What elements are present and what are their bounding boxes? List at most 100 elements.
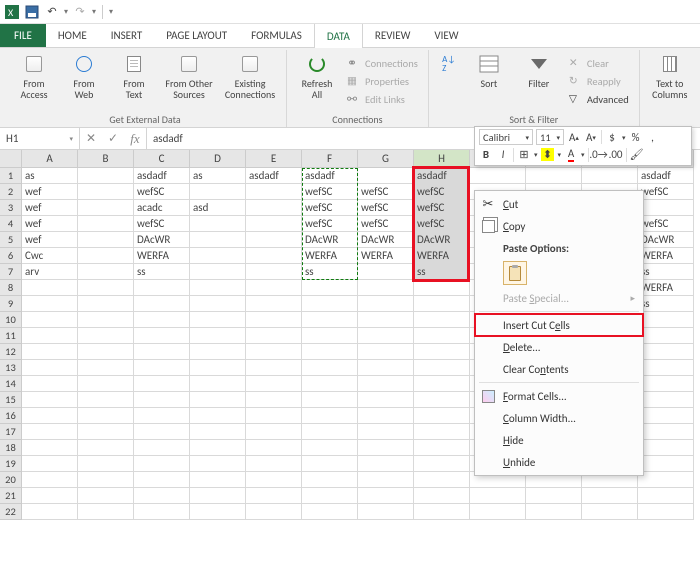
cell-C20[interactable]	[134, 472, 190, 488]
row-header-16[interactable]: 16	[0, 408, 22, 424]
cell-C10[interactable]	[134, 312, 190, 328]
cell-H1[interactable]: asdadf	[414, 168, 470, 184]
cell-D16[interactable]	[190, 408, 246, 424]
cell-L1[interactable]: asdadf	[638, 168, 694, 184]
cell-D8[interactable]	[190, 280, 246, 296]
cell-B12[interactable]	[78, 344, 134, 360]
cell-E3[interactable]	[246, 200, 302, 216]
col-header-G[interactable]: G	[358, 150, 414, 168]
cell-I21[interactable]	[470, 488, 526, 504]
cell-L15[interactable]	[638, 392, 694, 408]
cell-F20[interactable]	[302, 472, 358, 488]
cell-F18[interactable]	[302, 440, 358, 456]
cell-G16[interactable]	[358, 408, 414, 424]
cell-A7[interactable]: arv	[22, 264, 78, 280]
row-header-15[interactable]: 15	[0, 392, 22, 408]
cell-H15[interactable]	[414, 392, 470, 408]
undo-dropdown[interactable]: ▾	[64, 7, 68, 17]
cell-C11[interactable]	[134, 328, 190, 344]
cell-F7[interactable]: ss	[302, 264, 358, 280]
cell-G2[interactable]: wefSC	[358, 184, 414, 200]
sort-az-button[interactable]: A↓Z	[435, 50, 463, 76]
cell-G9[interactable]	[358, 296, 414, 312]
tab-page-layout[interactable]: PAGE LAYOUT	[154, 24, 239, 47]
cell-L16[interactable]	[638, 408, 694, 424]
cell-G8[interactable]	[358, 280, 414, 296]
cell-E6[interactable]	[246, 248, 302, 264]
cell-G11[interactable]	[358, 328, 414, 344]
cell-E10[interactable]	[246, 312, 302, 328]
cell-D9[interactable]	[190, 296, 246, 312]
cell-L10[interactable]	[638, 312, 694, 328]
cell-H20[interactable]	[414, 472, 470, 488]
cell-B22[interactable]	[78, 504, 134, 520]
cell-H11[interactable]	[414, 328, 470, 344]
cell-L13[interactable]	[638, 360, 694, 376]
cell-F5[interactable]: DAcWR	[302, 232, 358, 248]
cell-E22[interactable]	[246, 504, 302, 520]
cell-F4[interactable]: wefSC	[302, 216, 358, 232]
cell-H8[interactable]	[414, 280, 470, 296]
cell-H17[interactable]	[414, 424, 470, 440]
tab-data[interactable]: DATA	[314, 24, 363, 48]
paste-option-default[interactable]	[503, 261, 527, 285]
cell-C19[interactable]	[134, 456, 190, 472]
cell-A11[interactable]	[22, 328, 78, 344]
row-header-17[interactable]: 17	[0, 424, 22, 440]
decrease-font-icon[interactable]: A▾	[584, 130, 598, 144]
row-header-8[interactable]: 8	[0, 280, 22, 296]
row-header-10[interactable]: 10	[0, 312, 22, 328]
cell-F17[interactable]	[302, 424, 358, 440]
cell-B2[interactable]	[78, 184, 134, 200]
cell-E11[interactable]	[246, 328, 302, 344]
tab-home[interactable]: HOME	[46, 24, 99, 47]
cell-L8[interactable]: WERFA	[638, 280, 694, 296]
cell-A21[interactable]	[22, 488, 78, 504]
cell-C6[interactable]: WERFA	[134, 248, 190, 264]
cell-G3[interactable]: wefSC	[358, 200, 414, 216]
cell-E1[interactable]: asdadf	[246, 168, 302, 184]
cell-L7[interactable]: ss	[638, 264, 694, 280]
refresh-all-button[interactable]: RefreshAll	[293, 50, 341, 100]
cell-C14[interactable]	[134, 376, 190, 392]
cell-F15[interactable]	[302, 392, 358, 408]
col-header-H[interactable]: H	[414, 150, 470, 168]
row-header-13[interactable]: 13	[0, 360, 22, 376]
cell-H16[interactable]	[414, 408, 470, 424]
row-header-14[interactable]: 14	[0, 376, 22, 392]
cell-F2[interactable]: wefSC	[302, 184, 358, 200]
cell-B7[interactable]	[78, 264, 134, 280]
cell-F3[interactable]: wefSC	[302, 200, 358, 216]
cell-D1[interactable]: as	[190, 168, 246, 184]
percent-format-button[interactable]: %	[629, 130, 643, 144]
cell-A12[interactable]	[22, 344, 78, 360]
row-header-12[interactable]: 12	[0, 344, 22, 360]
row-header-2[interactable]: 2	[0, 184, 22, 200]
sort-button[interactable]: Sort	[465, 50, 513, 89]
row-header-9[interactable]: 9	[0, 296, 22, 312]
cell-C13[interactable]	[134, 360, 190, 376]
cell-K1[interactable]	[582, 168, 638, 184]
cell-E16[interactable]	[246, 408, 302, 424]
row-header-1[interactable]: 1	[0, 168, 22, 184]
cell-G19[interactable]	[358, 456, 414, 472]
cell-L22[interactable]	[638, 504, 694, 520]
cell-G20[interactable]	[358, 472, 414, 488]
cell-D2[interactable]	[190, 184, 246, 200]
cell-F13[interactable]	[302, 360, 358, 376]
save-icon[interactable]	[24, 4, 40, 20]
row-header-18[interactable]: 18	[0, 440, 22, 456]
col-header-C[interactable]: C	[134, 150, 190, 168]
ctx-clear-contents[interactable]: Clear Contents	[475, 358, 643, 380]
cell-L18[interactable]	[638, 440, 694, 456]
cell-F1[interactable]: asdadf	[302, 168, 358, 184]
row-header-6[interactable]: 6	[0, 248, 22, 264]
cell-B13[interactable]	[78, 360, 134, 376]
cell-L14[interactable]	[638, 376, 694, 392]
qat-customize-dropdown[interactable]: ▾	[109, 7, 113, 17]
cell-E8[interactable]	[246, 280, 302, 296]
cell-H19[interactable]	[414, 456, 470, 472]
cell-A19[interactable]	[22, 456, 78, 472]
cell-A1[interactable]: as	[22, 168, 78, 184]
clear-filter-button[interactable]: ✕Clear	[565, 54, 633, 72]
